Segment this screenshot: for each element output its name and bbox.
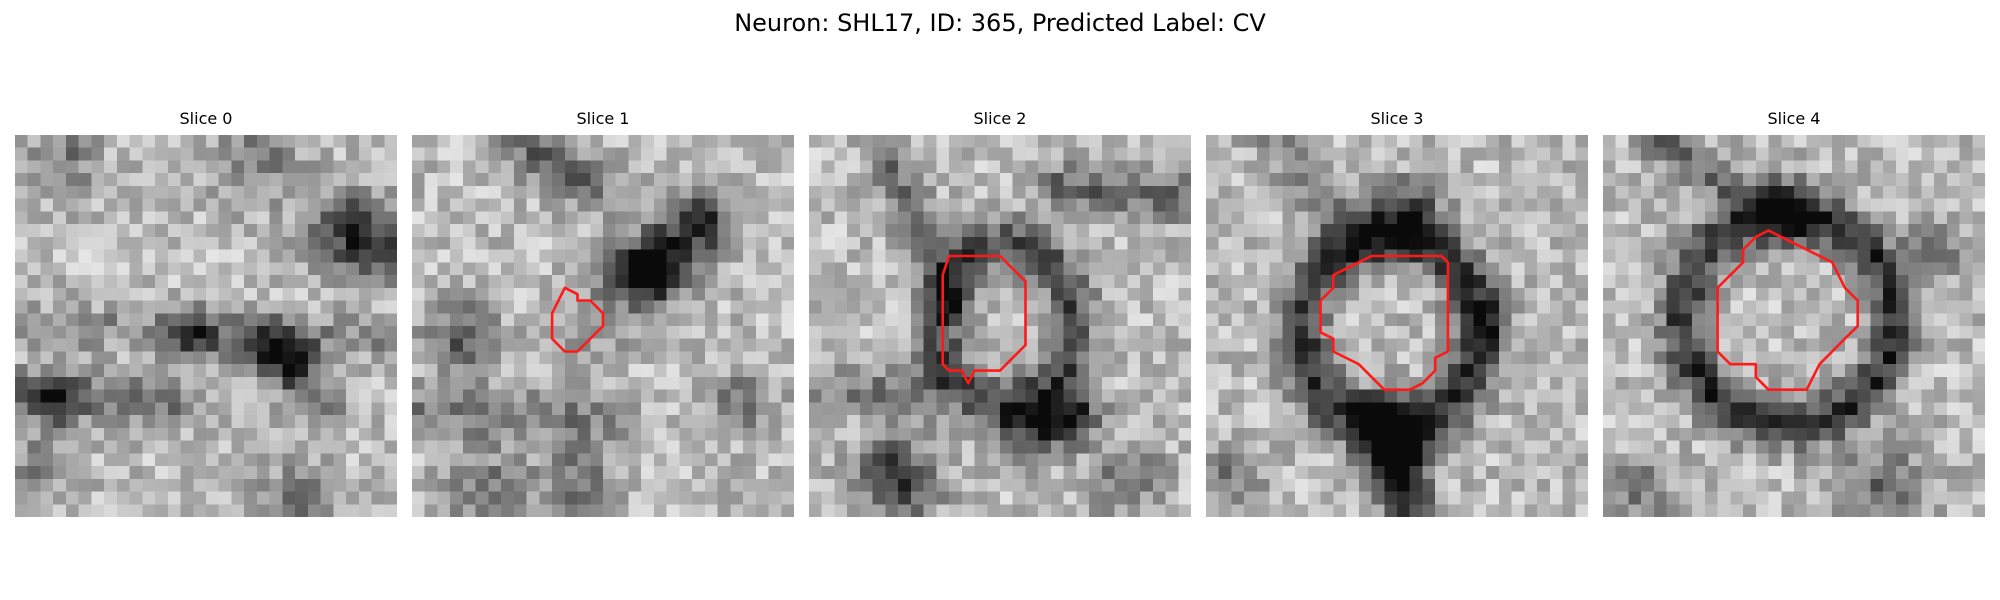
slice-panel-0: Slice 0 <box>15 0 397 520</box>
slice-image <box>1206 135 1588 517</box>
slice-image <box>412 135 794 517</box>
slice-panel-3: Slice 3 <box>1206 0 1588 520</box>
slice-image <box>1603 135 1985 517</box>
slice-title: Slice 3 <box>1370 109 1424 128</box>
slice-title: Slice 1 <box>576 109 630 128</box>
slice-title: Slice 2 <box>973 109 1027 128</box>
figure-title: Neuron: SHL17, ID: 365, Predicted Label:… <box>734 9 1266 37</box>
slice-image <box>15 135 397 517</box>
slice-title: Slice 4 <box>1767 109 1821 128</box>
slice-panel-4: Slice 4 <box>1603 0 1985 520</box>
slice-panel-2: Slice 2 <box>809 0 1191 520</box>
slice-title: Slice 0 <box>179 109 233 128</box>
slice-panel-1: Slice 1 <box>412 0 794 520</box>
slice-image <box>809 135 1191 517</box>
